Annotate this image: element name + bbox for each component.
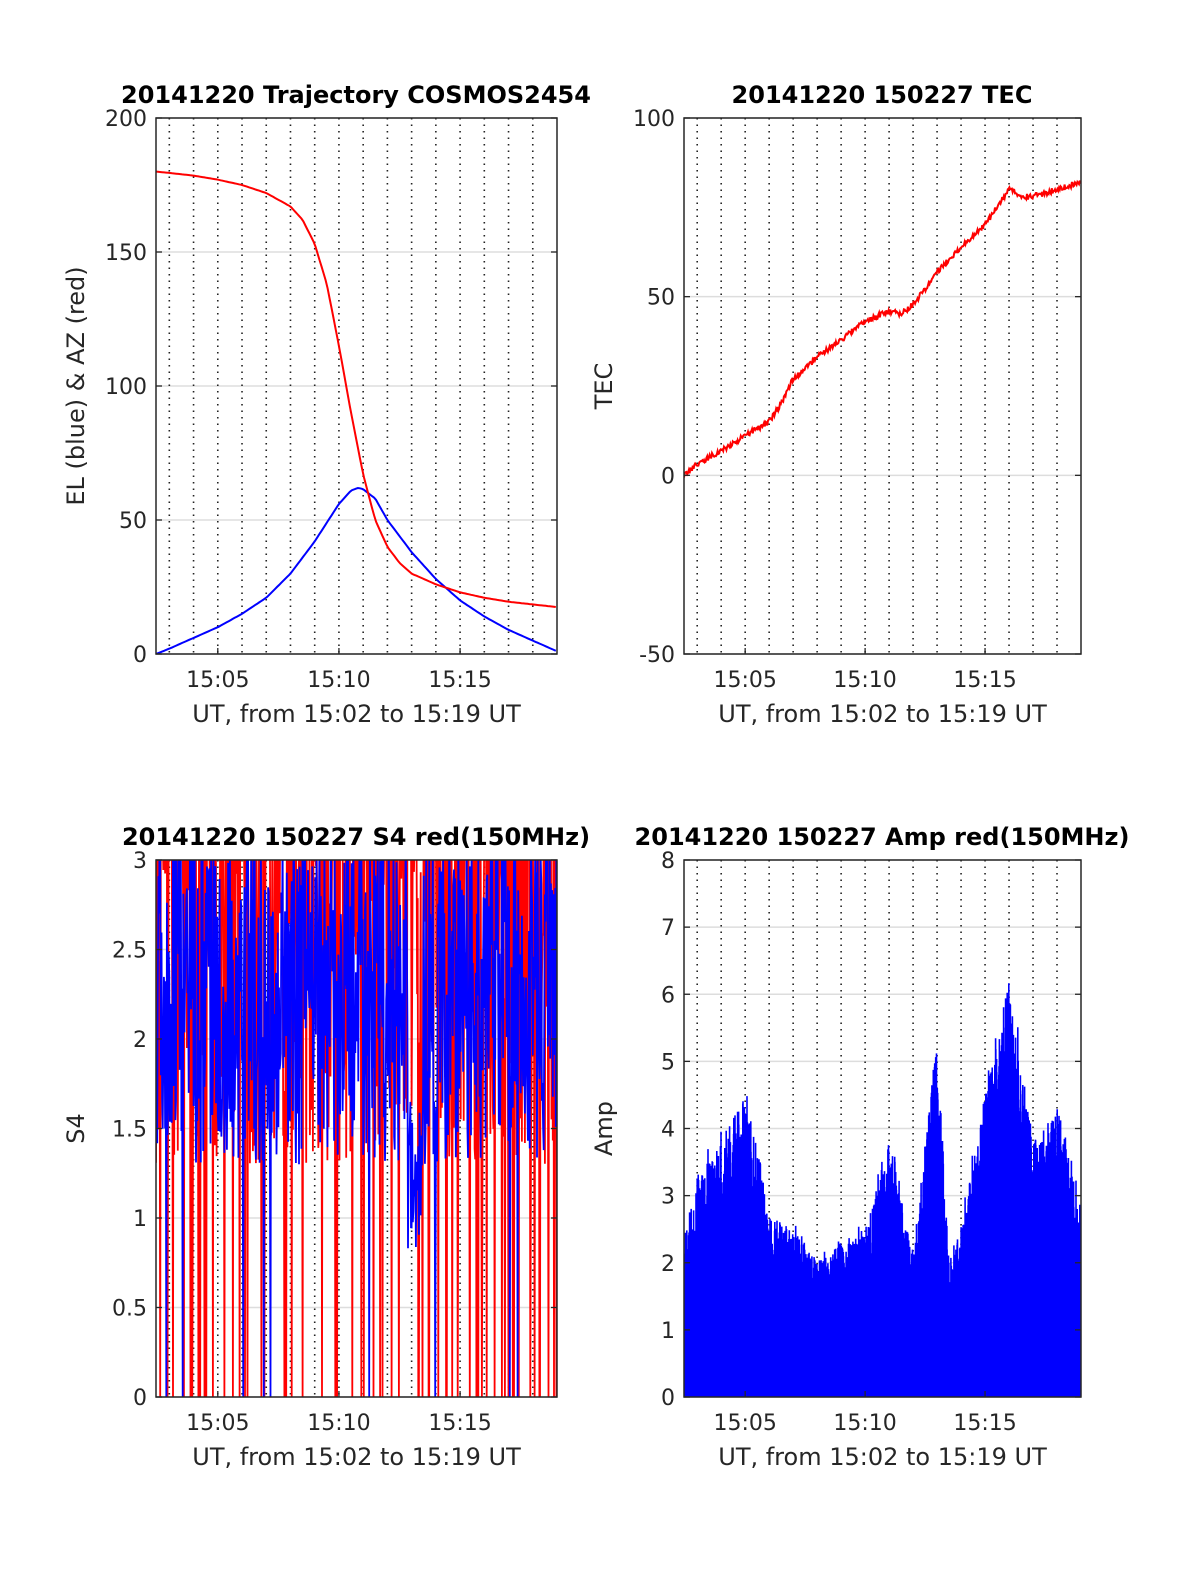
y-tick-label: 0: [661, 1386, 675, 1411]
y-tick-label: 2: [661, 1252, 675, 1277]
y-tick-label: 1.5: [112, 1118, 147, 1143]
y-tick-label: 100: [105, 375, 147, 400]
x-tick-label: 15:05: [713, 668, 776, 693]
series-line-az: [156, 170, 556, 608]
series-line-tec: [684, 179, 1081, 478]
y-tick-label: 100: [633, 107, 675, 132]
y-axis-label: EL (blue) & AZ (red): [62, 266, 90, 505]
y-axis-label: TEC: [590, 363, 618, 411]
y-tick-label: 0: [661, 464, 675, 489]
y-tick-label: 200: [105, 107, 147, 132]
y-tick-label: 6: [661, 983, 675, 1008]
y-tick-label: 5: [661, 1050, 675, 1075]
x-axis-label: UT, from 15:02 to 15:19 UT: [192, 700, 521, 728]
x-axis-label: UT, from 15:02 to 15:19 UT: [192, 1443, 521, 1471]
y-tick-label: 2.5: [112, 939, 147, 964]
x-tick-label: 15:05: [186, 668, 249, 693]
y-tick-label: 0.5: [112, 1297, 147, 1322]
chart-title: 20141220 150227 S4 red(150MHz): [122, 823, 590, 851]
y-tick-label: 8: [661, 849, 675, 874]
y-tick-label: 50: [119, 509, 147, 534]
x-tick-label: 15:10: [307, 1411, 370, 1436]
x-tick-label: 15:15: [953, 668, 1016, 693]
plot-area: [684, 983, 1081, 1397]
x-tick-label: 15:10: [833, 1411, 896, 1436]
x-tick-label: 15:05: [713, 1411, 776, 1436]
y-tick-label: 7: [661, 916, 675, 941]
chart-title: 20141220 Trajectory COSMOS2454: [121, 81, 591, 109]
chart-title: 20141220 150227 TEC: [732, 81, 1033, 109]
chart-title: 20141220 150227 Amp red(150MHz): [635, 823, 1130, 851]
y-tick-label: 3: [661, 1185, 675, 1210]
x-tick-label: 15:15: [428, 1411, 491, 1436]
x-tick-label: 15:15: [428, 668, 491, 693]
chart-1: 0 50 100 150 200 15:05 15:10 15:15 20141220 Traj…: [62, 81, 591, 728]
y-tick-label: 2: [133, 1028, 147, 1053]
x-tick-label: 15:10: [307, 668, 370, 693]
y-tick-label: 50: [647, 286, 675, 311]
y-tick-label: 1: [661, 1319, 675, 1344]
y-tick-label: -50: [639, 643, 675, 668]
series-line-el: [156, 486, 557, 654]
x-tick-label: 15:15: [953, 1411, 1016, 1436]
y-tick-label: 3: [133, 849, 147, 874]
plot-area: [684, 179, 1081, 478]
plot-area: [156, 170, 557, 654]
chart-4: 0 1 2 3 4 5 6 7 8 15:05 15:10 15:15 20141220 150227 …: [590, 823, 1129, 1471]
y-axis-label: S4: [62, 1113, 90, 1144]
axes-frame: [683, 117, 1082, 655]
x-tick-label: 15:05: [186, 1411, 249, 1436]
y-tick-label: 0: [133, 1386, 147, 1411]
series-line-s4-blue: [156, 860, 557, 1397]
x-axis-label: UT, from 15:02 to 15:19 UT: [718, 700, 1047, 728]
y-tick-label: 150: [105, 241, 147, 266]
x-tick-label: 15:10: [833, 668, 896, 693]
y-tick-label: 0: [133, 643, 147, 668]
y-tick-label: 1: [133, 1207, 147, 1232]
y-tick-label: 4: [661, 1118, 675, 1143]
series-line-s4-red: [156, 860, 557, 1397]
chart-3: 0 0.5 1 1.5 2 2.5 3 15:05 15:10 15:15 20141220 150…: [62, 823, 590, 1471]
y-axis-label: Amp: [590, 1101, 618, 1156]
x-axis-label: UT, from 15:02 to 15:19 UT: [718, 1443, 1047, 1471]
plot-area: [156, 860, 557, 1397]
chart-2: -50 0 50 100 15:05 15:10 15:15 20141220 150227 …: [590, 81, 1082, 728]
amp-spikes: [684, 983, 1081, 1397]
